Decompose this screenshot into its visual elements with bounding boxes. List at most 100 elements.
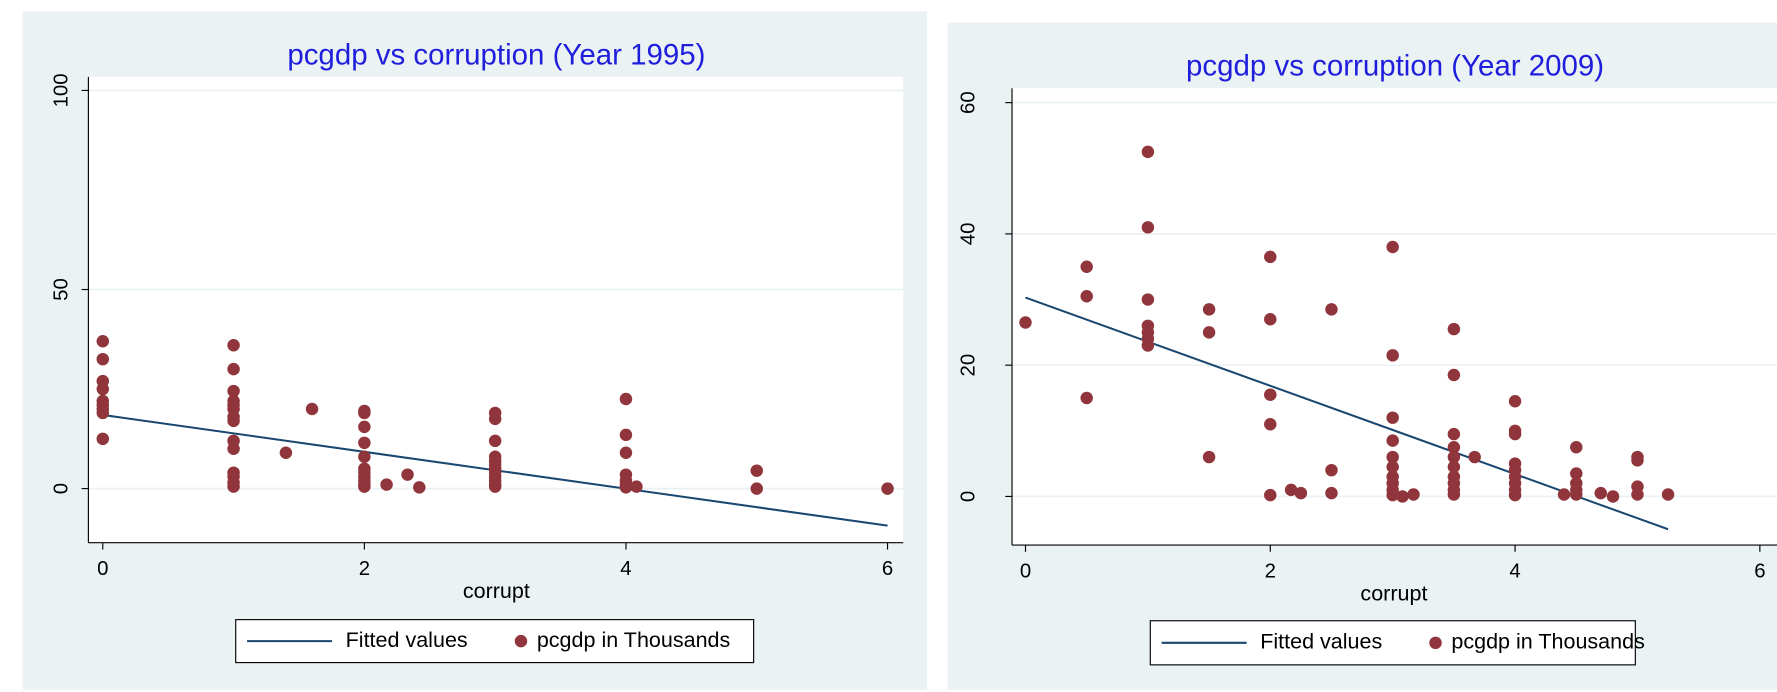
x-axis-label: corrupt — [1360, 581, 1427, 605]
legend-label: pcgdp in Thousands — [537, 628, 730, 652]
point — [1386, 434, 1399, 447]
point — [1284, 483, 1298, 497]
point — [1447, 427, 1461, 441]
point — [1386, 460, 1399, 474]
point — [1447, 450, 1461, 464]
point — [227, 480, 240, 493]
legend-marker — [514, 634, 528, 648]
point — [1508, 427, 1522, 441]
point — [1447, 488, 1461, 501]
point — [1447, 322, 1461, 336]
legend-label: pcgdp in Thousands — [1451, 630, 1644, 654]
point — [227, 384, 240, 398]
point — [1661, 488, 1675, 501]
point — [1631, 488, 1644, 501]
point — [1080, 290, 1093, 303]
point — [1325, 463, 1338, 477]
point — [96, 335, 110, 348]
chart-title: pcgdp vs corruption (Year 2009) — [1186, 50, 1604, 83]
point — [1570, 467, 1583, 480]
x-tick-label: 0 — [97, 558, 108, 580]
point — [358, 480, 371, 493]
point — [96, 382, 110, 396]
point — [227, 362, 240, 376]
point — [227, 414, 240, 428]
point — [1141, 293, 1155, 306]
x-tick-label: 2 — [359, 558, 370, 580]
point — [305, 402, 319, 416]
point — [488, 434, 502, 448]
y-tick-label: 20 — [957, 354, 979, 377]
point — [619, 428, 633, 442]
x-axis-label: corrupt — [463, 579, 530, 603]
legend-label: Fitted values — [346, 628, 468, 652]
point — [1557, 488, 1571, 501]
point — [1264, 313, 1277, 326]
point — [1386, 411, 1399, 424]
point — [1508, 395, 1522, 408]
x-tick-label: 4 — [1509, 561, 1520, 583]
legend-label: Fitted values — [1260, 630, 1382, 654]
point — [96, 432, 110, 446]
point — [488, 480, 502, 493]
x-tick-label: 4 — [620, 558, 631, 580]
point — [1407, 488, 1420, 501]
point — [1386, 450, 1399, 464]
point — [1264, 388, 1277, 401]
y-tick-label: 60 — [957, 91, 979, 114]
point — [1294, 486, 1308, 500]
point — [1386, 349, 1399, 362]
point — [1606, 490, 1620, 503]
point — [750, 482, 763, 495]
point — [1141, 339, 1155, 352]
point — [1202, 303, 1216, 316]
point — [1141, 221, 1155, 234]
point — [619, 446, 633, 459]
point — [1570, 488, 1583, 501]
point — [1508, 488, 1522, 502]
y-tick-label: 100 — [51, 73, 73, 107]
legend-marker — [1429, 636, 1442, 650]
point — [96, 406, 110, 420]
point — [1631, 454, 1644, 467]
point — [1264, 418, 1277, 431]
point — [1447, 460, 1461, 474]
point — [1202, 326, 1216, 339]
point — [1019, 316, 1032, 329]
point — [358, 420, 371, 434]
point — [96, 352, 110, 366]
point — [1396, 490, 1409, 503]
x-tick-label: 6 — [1754, 561, 1765, 583]
y-tick-label: 0 — [957, 491, 979, 502]
point — [1264, 250, 1277, 264]
y-tick-label: 0 — [51, 483, 73, 494]
point — [358, 406, 371, 420]
point — [358, 450, 371, 463]
y-tick-label: 40 — [957, 223, 979, 246]
x-tick-label: 2 — [1265, 561, 1276, 583]
point — [1141, 145, 1155, 159]
x-tick-label: 0 — [1020, 561, 1031, 583]
point — [488, 412, 502, 426]
point — [1447, 440, 1461, 454]
point — [1264, 488, 1277, 502]
point — [380, 478, 393, 491]
point — [1447, 368, 1461, 382]
point — [1325, 486, 1338, 500]
chart-title: pcgdp vs corruption (Year 1995) — [287, 38, 705, 71]
point — [1080, 391, 1093, 405]
point — [1386, 488, 1399, 502]
point — [401, 468, 414, 481]
point — [1202, 450, 1216, 464]
point — [227, 442, 240, 455]
point — [279, 446, 293, 459]
point — [358, 436, 371, 450]
point — [750, 464, 763, 477]
point — [881, 482, 894, 495]
point — [1594, 486, 1607, 500]
y-tick-label: 50 — [51, 278, 73, 301]
point — [1325, 303, 1338, 316]
point — [1570, 440, 1583, 454]
point — [413, 481, 426, 494]
